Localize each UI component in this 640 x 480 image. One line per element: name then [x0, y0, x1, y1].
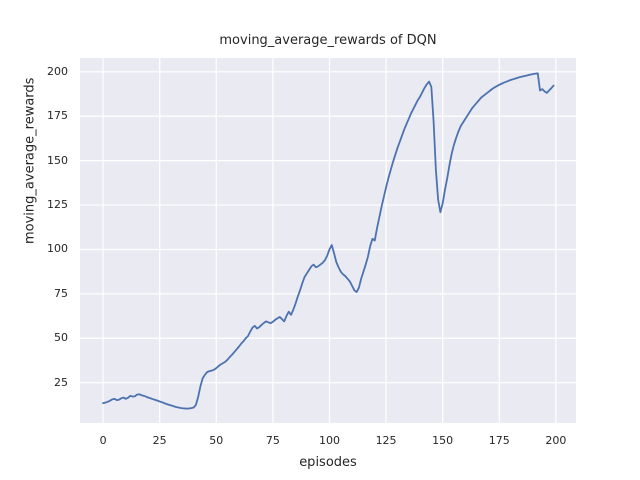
axes-background [80, 58, 576, 423]
y-tick-label: 150 [47, 153, 68, 167]
x-tick-label: 100 [318, 434, 340, 447]
reward-line [102, 72, 555, 410]
x-tick-label: 0 [99, 434, 107, 447]
y-tick-label: 75 [54, 286, 68, 300]
x-tick-label: 200 [545, 434, 567, 447]
y-tick-label: 125 [47, 198, 68, 212]
y-tick-label: 50 [54, 331, 68, 345]
chart-title: moving_average_rewards of DQN [219, 33, 437, 48]
x-tick-label: 50 [209, 434, 224, 447]
x-tick-label: 150 [432, 434, 454, 447]
x-tick-label: 25 [152, 434, 167, 447]
y-tick-label: 175 [47, 109, 68, 123]
x-axis-label: episodes [299, 455, 357, 470]
grid [80, 58, 576, 423]
x-tick-label: 175 [488, 434, 510, 447]
x-tick-label: 125 [375, 434, 397, 447]
x-tick-label: 75 [265, 434, 280, 447]
y-tick-label: 100 [47, 242, 68, 256]
y-tick-label: 200 [47, 64, 68, 78]
y-tick-label: 25 [54, 375, 68, 389]
